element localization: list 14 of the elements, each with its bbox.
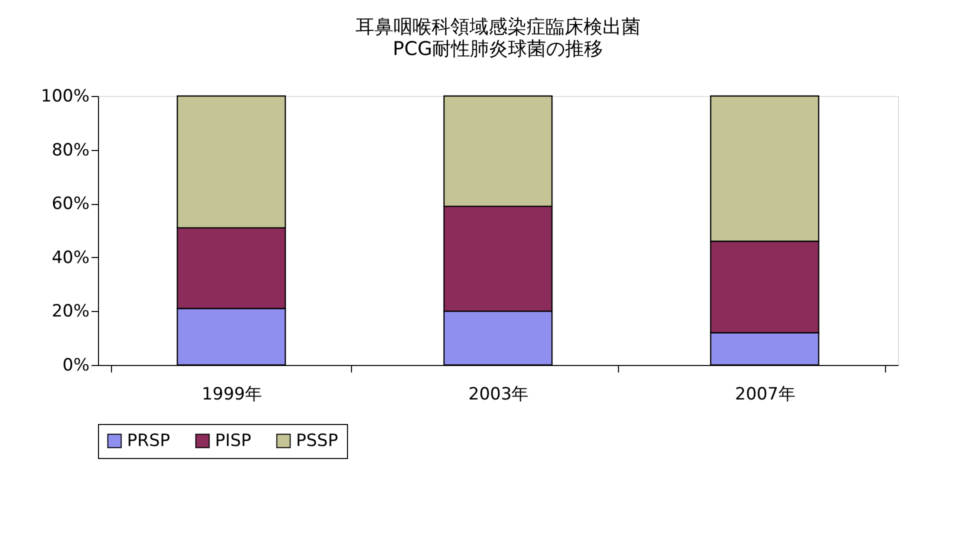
x-tick-label: 1999年 xyxy=(202,384,262,404)
chart-subtitle: PCG耐性肺炎球菌の推移 xyxy=(392,38,604,60)
legend-label: PSSP xyxy=(296,430,338,451)
x-tick-label: 2003年 xyxy=(468,384,529,404)
y-tick-label: 0% xyxy=(62,356,90,376)
legend-label: PRSP xyxy=(127,430,170,451)
legend-label: PISP xyxy=(215,430,252,451)
y-tick-label: 80% xyxy=(52,140,90,160)
y-tick-label: 60% xyxy=(52,194,90,214)
y-tick-label: 100% xyxy=(40,86,90,106)
y-tick-label: 20% xyxy=(52,302,90,322)
x-tick-label: 2007年 xyxy=(735,384,796,404)
y-tick-label: 40% xyxy=(52,248,90,268)
chart-title: 耳鼻咽喉科領域感染症臨床検出菌 xyxy=(356,16,640,38)
